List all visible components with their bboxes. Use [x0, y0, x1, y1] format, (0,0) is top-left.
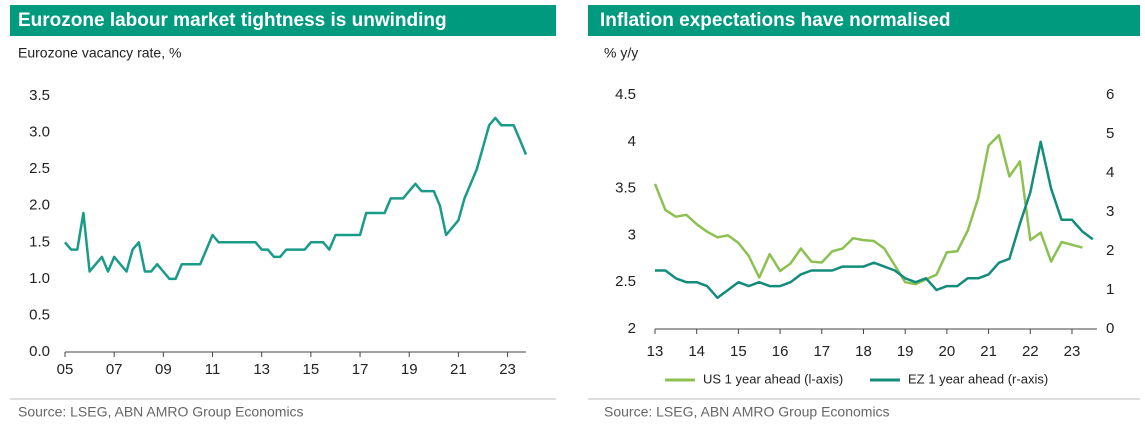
series-line — [655, 140, 1094, 300]
y2-tick-label: 3 — [1106, 203, 1114, 220]
x-tick-label: 05 — [57, 361, 74, 378]
x-tick-label: 20 — [939, 343, 956, 360]
x-tick-label: 09 — [155, 361, 172, 378]
y-tick-label: 3.0 — [29, 124, 50, 141]
x-tick-label: 23 — [1064, 343, 1081, 360]
x-tick-label: 19 — [401, 361, 418, 378]
x-tick-label: 19 — [897, 343, 914, 360]
y2-tick-label: 4 — [1106, 164, 1114, 181]
x-tick-label: 18 — [855, 343, 872, 360]
y-tick-label: 1.5 — [29, 233, 50, 250]
y-tick-label: 0.5 — [29, 306, 50, 323]
x-tick-label: 22 — [1022, 343, 1039, 360]
legend-label: EZ 1 year ahead (r-axis) — [908, 371, 1048, 386]
x-tick-label: 15 — [730, 343, 747, 360]
y-tick-label: 2.0 — [29, 197, 50, 214]
y-tick-label: 0.0 — [29, 343, 50, 360]
title-bar — [588, 5, 1140, 36]
source: Source: LSEG, ABN AMRO Group Economics — [604, 404, 890, 420]
title-bar — [10, 5, 556, 36]
y2-tick-label: 6 — [1106, 86, 1114, 103]
y-tick-label: 2 — [628, 320, 636, 337]
y2-tick-label: 1 — [1106, 281, 1114, 298]
series-line — [653, 133, 1083, 286]
axis-label: Eurozone vacancy rate, % — [18, 45, 181, 61]
y2-tick-label: 5 — [1106, 125, 1114, 142]
y-tick-label: 4 — [628, 133, 636, 150]
x-tick-label: 11 — [205, 361, 221, 378]
x-tick-label: 14 — [688, 343, 705, 360]
x-tick-label: 13 — [647, 343, 664, 360]
y-tick-label: 3.5 — [615, 180, 636, 197]
chart-title: Eurozone labour market tightness is unwi… — [18, 10, 447, 31]
y-tick-label: 1.0 — [29, 270, 50, 287]
y-tick-label: 2.5 — [29, 160, 50, 177]
x-tick-label: 21 — [980, 343, 997, 360]
x-tick-label: 15 — [303, 361, 320, 378]
y2-tick-label: 2 — [1106, 242, 1114, 259]
y-tick-label: 3 — [628, 226, 636, 243]
y-tick-label: 3.5 — [29, 87, 50, 104]
x-tick-label: 07 — [106, 361, 123, 378]
y-tick-label: 2.5 — [615, 273, 636, 290]
axis-label: % y/y — [604, 45, 638, 61]
x-tick-label: 17 — [352, 361, 369, 378]
x-tick-label: 21 — [450, 361, 467, 378]
y2-tick-label: 0 — [1106, 320, 1114, 337]
x-tick-label: 13 — [253, 361, 270, 378]
legend-label: US 1 year ahead (l-axis) — [703, 371, 843, 386]
x-tick-label: 17 — [813, 343, 830, 360]
series-line — [64, 116, 528, 281]
y-tick-label: 4.5 — [615, 86, 636, 103]
x-tick-label: 16 — [772, 343, 789, 360]
chart-title: Inflation expectations have normalised — [600, 10, 951, 31]
x-tick-label: 23 — [499, 361, 516, 378]
source: Source: LSEG, ABN AMRO Group Economics — [18, 404, 304, 420]
